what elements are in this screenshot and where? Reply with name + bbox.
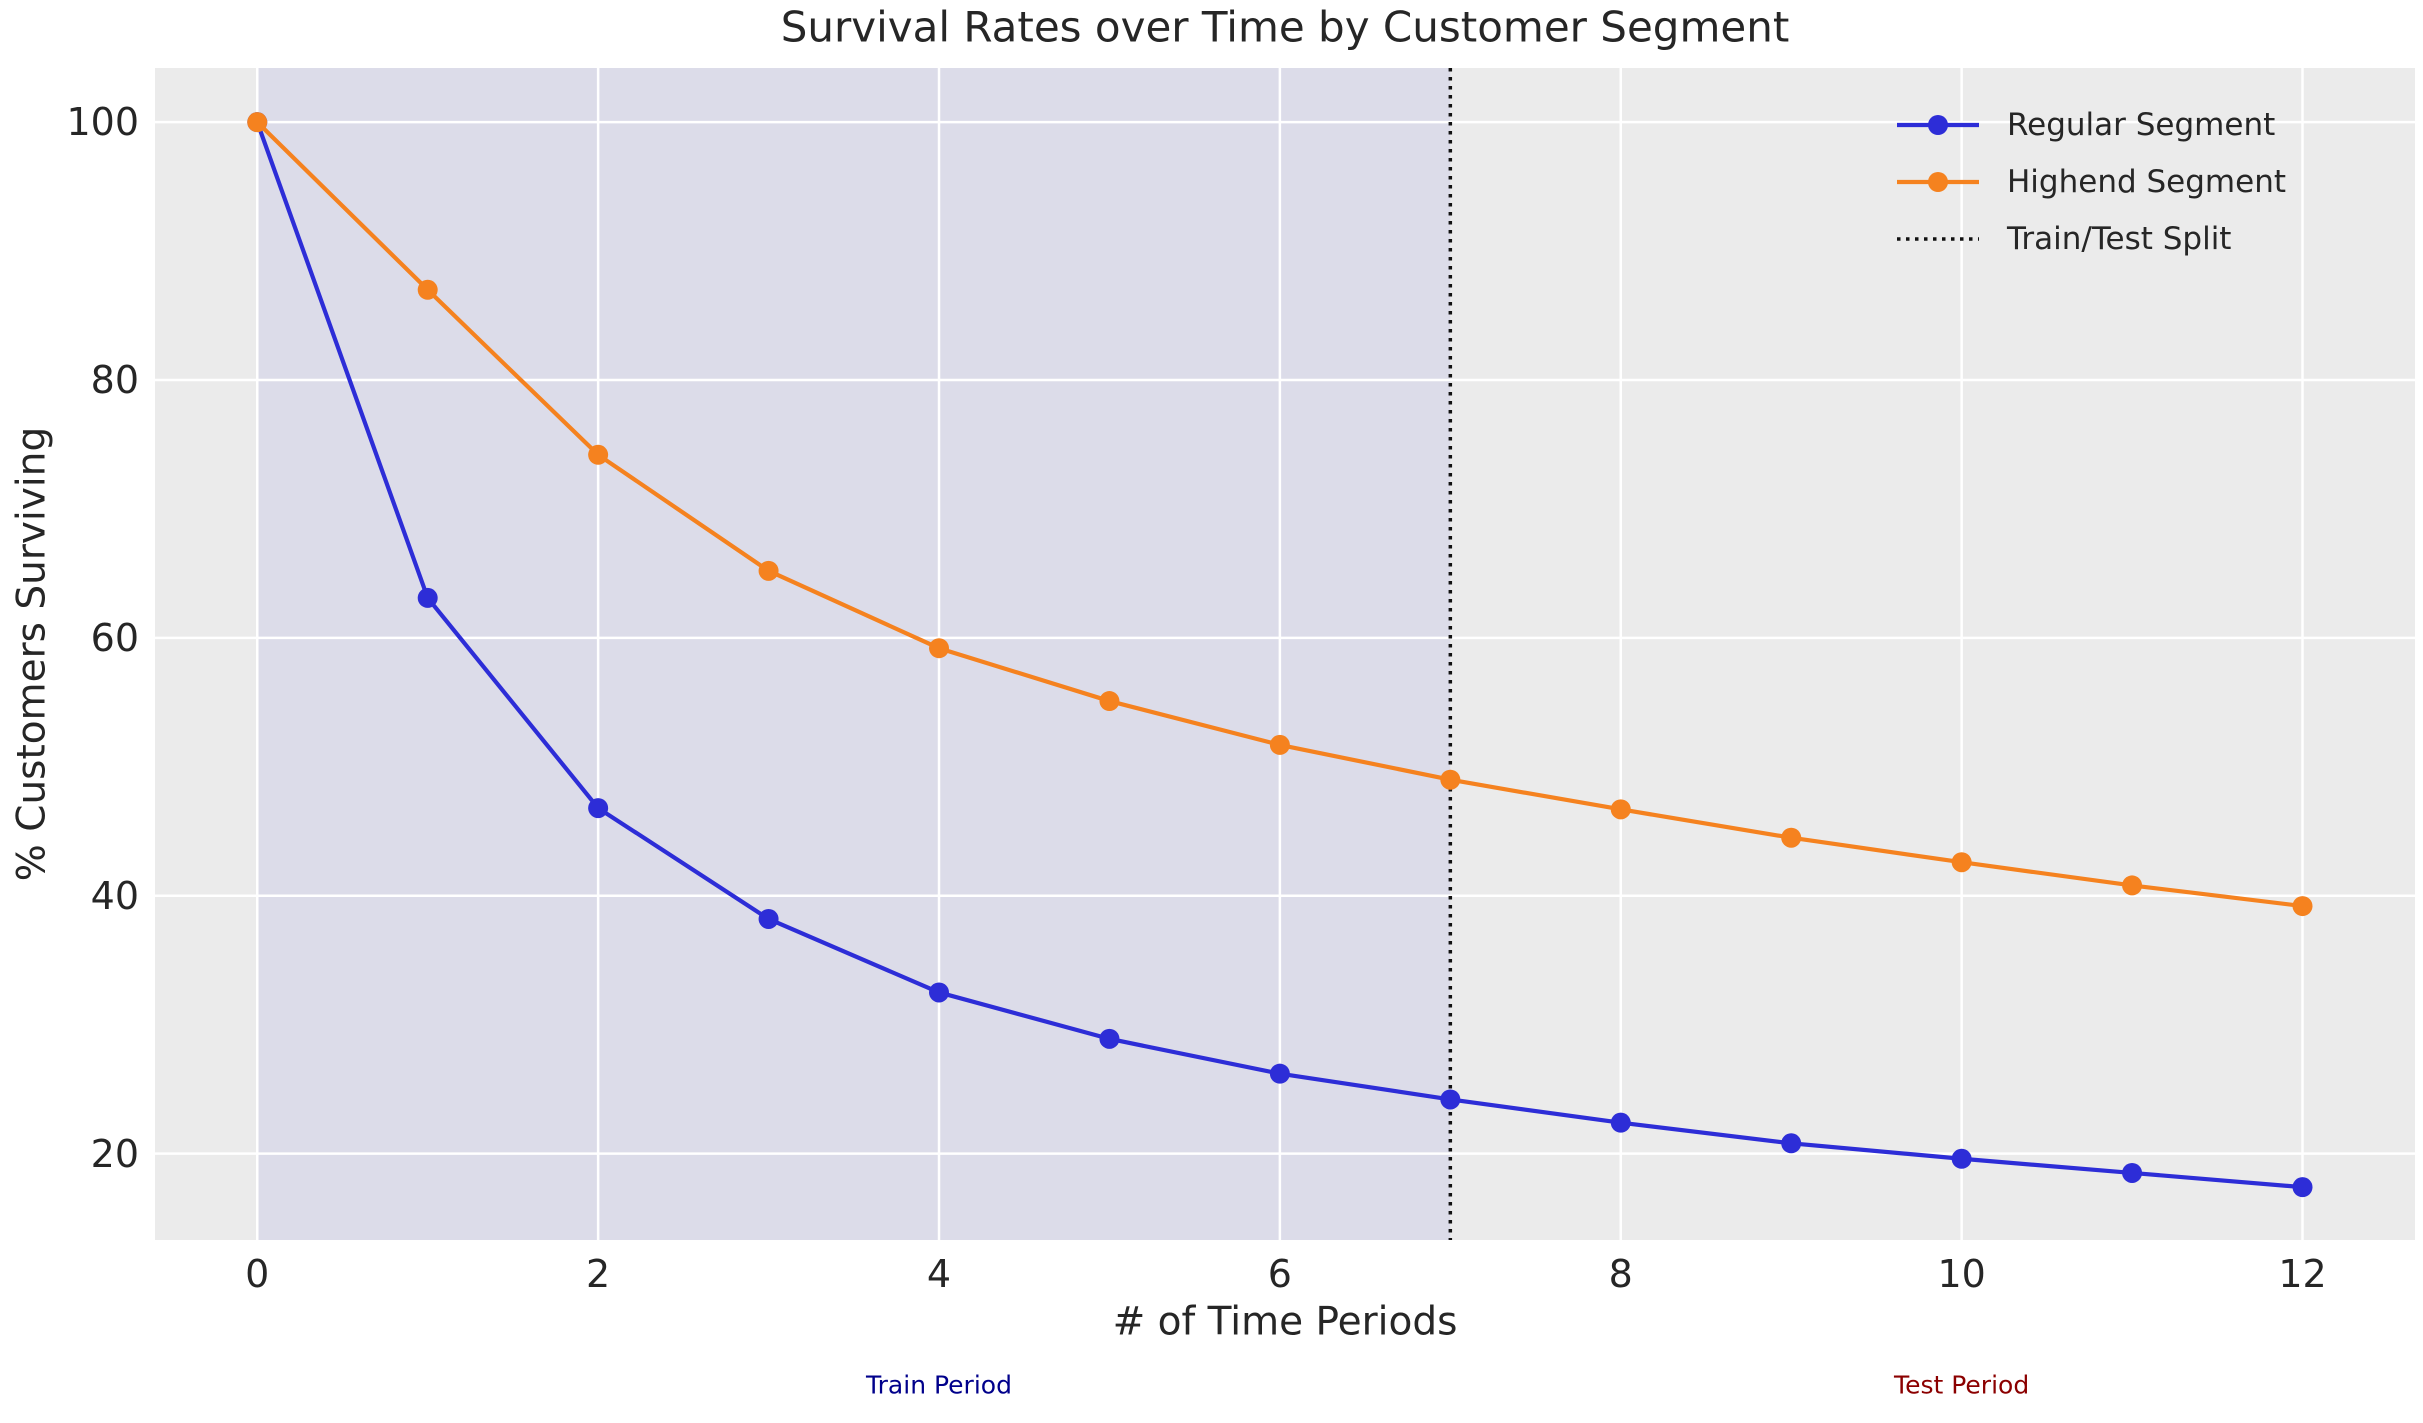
y-tick-label: 60 (90, 615, 139, 660)
regular-segment-marker (1440, 1089, 1461, 1110)
highend-segment-marker (1269, 734, 1290, 755)
train-region-shading (257, 68, 1451, 1240)
legend-item-highend-segment: Highend Segment (1893, 153, 2286, 210)
highend-segment-marker (1781, 827, 1802, 848)
x-tick-label: 6 (1267, 1252, 1292, 1296)
regular-segment-marker (1781, 1133, 1802, 1154)
highend-segment-marker (1951, 852, 1972, 873)
y-tick-label: 100 (66, 100, 139, 145)
x-tick-label: 8 (1608, 1252, 1633, 1296)
legend-item-train-test-split: Train/Test Split (1893, 210, 2286, 267)
y-tick-label: 20 (90, 1131, 139, 1176)
train-test-split-line-icon (1897, 236, 1979, 241)
x-tick-label: 2 (586, 1252, 611, 1296)
y-axis-label: % Customers Surviving (9, 426, 55, 882)
y-tick-label: 80 (90, 358, 139, 403)
x-tick-label: 12 (2278, 1252, 2327, 1296)
x-tick-label: 0 (245, 1252, 270, 1296)
legend-label-regular-segment: Regular Segment (2007, 106, 2276, 143)
regular-segment-line-icon (1897, 114, 1979, 135)
legend-item-regular-segment: Regular Segment (1893, 96, 2286, 153)
highend-segment-marker (588, 444, 609, 465)
regular-segment-marker (1951, 1148, 1972, 1169)
chart-title: Survival Rates over Time by Customer Seg… (780, 2, 1790, 52)
x-axis-label: # of Time Periods (1112, 1299, 1458, 1345)
highend-segment-marker (1099, 691, 1120, 712)
highend-segment-marker (2122, 875, 2143, 896)
highend-segment-marker (417, 279, 438, 300)
regular-segment-marker (417, 587, 438, 608)
x-tick-label: 10 (1937, 1252, 1986, 1296)
highend-segment-marker (1610, 799, 1631, 820)
train-period-annotation: Train Period (866, 1370, 1012, 1400)
regular-segment-marker (1610, 1112, 1631, 1133)
x-tick-label: 4 (926, 1252, 952, 1296)
highend-segment-marker (1440, 769, 1461, 790)
legend: Regular Segment Highend Segment Train/Te… (1893, 96, 2286, 267)
regular-segment-marker (2292, 1177, 2313, 1198)
y-tick-label: 40 (90, 873, 139, 918)
highend-segment-marker (929, 638, 950, 659)
regular-segment-marker (758, 908, 779, 929)
highend-segment-marker (2292, 896, 2313, 917)
regular-segment-marker (929, 982, 950, 1003)
test-period-annotation: Test Period (1894, 1370, 2030, 1400)
highend-segment-marker (247, 112, 268, 133)
regular-segment-marker (1269, 1063, 1290, 1084)
highend-segment-line-icon (1897, 171, 1979, 192)
legend-label-train-test-split: Train/Test Split (2007, 220, 2232, 257)
regular-segment-marker (2122, 1162, 2143, 1183)
plot-area (155, 68, 2415, 1240)
regular-segment-marker (1099, 1028, 1120, 1049)
regular-segment-marker (588, 798, 609, 819)
highend-segment-marker (758, 560, 779, 581)
legend-label-highend-segment: Highend Segment (2007, 163, 2286, 200)
